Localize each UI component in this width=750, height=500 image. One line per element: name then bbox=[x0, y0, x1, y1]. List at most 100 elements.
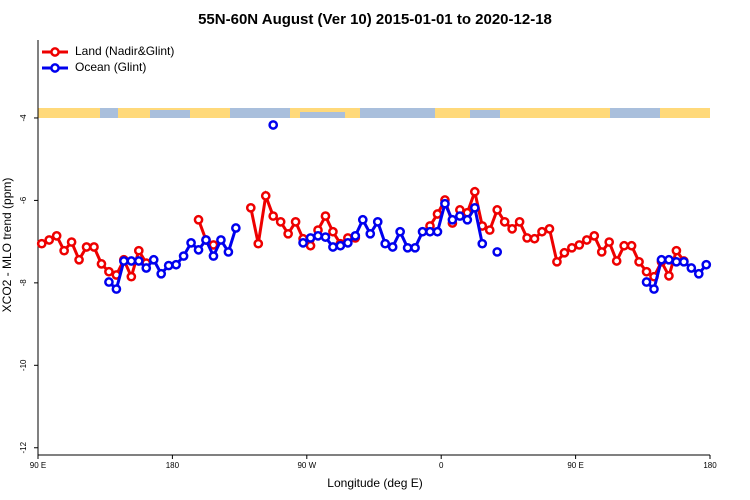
point bbox=[74, 254, 84, 265]
point bbox=[178, 251, 189, 261]
legend-marker bbox=[50, 47, 60, 57]
point bbox=[59, 245, 69, 256]
point bbox=[589, 231, 600, 241]
point bbox=[365, 228, 376, 239]
point bbox=[440, 198, 450, 209]
y-axis-label: XCO2 - MLO trend (ppm) bbox=[0, 178, 14, 313]
point bbox=[469, 202, 480, 213]
x-tick-label: 180 bbox=[703, 461, 717, 470]
point bbox=[425, 226, 435, 237]
point bbox=[290, 216, 301, 227]
point bbox=[604, 237, 615, 247]
legend-label: Ocean (Glint) bbox=[75, 60, 146, 74]
point bbox=[477, 238, 488, 249]
point bbox=[36, 238, 47, 249]
point bbox=[186, 238, 196, 248]
point bbox=[679, 256, 689, 267]
point bbox=[253, 238, 264, 249]
point bbox=[208, 251, 219, 261]
point bbox=[343, 238, 353, 248]
point bbox=[104, 277, 114, 287]
point bbox=[231, 223, 241, 233]
point bbox=[133, 245, 144, 256]
point bbox=[626, 240, 637, 251]
point bbox=[111, 284, 122, 294]
y-tick-label: -12 bbox=[19, 441, 28, 453]
point bbox=[529, 233, 540, 244]
point bbox=[552, 256, 562, 267]
point bbox=[126, 256, 137, 266]
chart-title: 55N-60N August (Ver 10) 2015-01-01 to 20… bbox=[198, 11, 552, 28]
point bbox=[201, 235, 211, 245]
point bbox=[641, 277, 652, 287]
point bbox=[537, 226, 547, 237]
point bbox=[492, 205, 503, 215]
point bbox=[686, 263, 697, 273]
point bbox=[596, 247, 607, 257]
point bbox=[581, 235, 592, 245]
point bbox=[335, 240, 346, 251]
point bbox=[559, 247, 570, 258]
point bbox=[544, 224, 555, 234]
point bbox=[320, 211, 331, 221]
point bbox=[156, 268, 167, 279]
legend-marker bbox=[50, 63, 60, 73]
point bbox=[514, 216, 525, 227]
point bbox=[126, 271, 137, 282]
point bbox=[469, 186, 480, 197]
point bbox=[432, 226, 443, 237]
point bbox=[193, 214, 204, 225]
point bbox=[89, 242, 99, 252]
point bbox=[634, 256, 644, 267]
point bbox=[611, 256, 622, 266]
point bbox=[298, 238, 308, 248]
point bbox=[216, 235, 226, 245]
y-tick-label: -10 bbox=[19, 359, 28, 371]
point bbox=[163, 260, 174, 271]
y-tick-label: -6 bbox=[19, 196, 28, 204]
point bbox=[104, 266, 114, 277]
x-axis-label: Longitude (deg E) bbox=[327, 476, 422, 490]
legend-label: Land (Nadir&Glint) bbox=[75, 44, 174, 58]
point bbox=[671, 256, 682, 267]
point bbox=[148, 254, 159, 265]
point bbox=[223, 247, 234, 257]
point bbox=[350, 231, 361, 241]
point bbox=[387, 242, 398, 252]
point bbox=[44, 235, 55, 245]
x-tick-label: 90 W bbox=[297, 461, 316, 470]
point bbox=[320, 232, 331, 242]
point bbox=[649, 284, 659, 294]
y-tick-label: -4 bbox=[19, 114, 28, 122]
point bbox=[641, 266, 652, 277]
point bbox=[193, 245, 204, 255]
point bbox=[664, 254, 674, 265]
point bbox=[119, 256, 129, 266]
point bbox=[656, 254, 667, 265]
point bbox=[462, 214, 473, 225]
point bbox=[133, 256, 144, 266]
point bbox=[492, 247, 503, 257]
point bbox=[328, 226, 338, 237]
point bbox=[507, 224, 517, 234]
point bbox=[671, 245, 682, 256]
point bbox=[395, 226, 405, 237]
point bbox=[499, 216, 510, 227]
point bbox=[260, 191, 271, 201]
point bbox=[275, 216, 286, 227]
y-tick-label: -8 bbox=[19, 279, 28, 287]
point bbox=[664, 270, 674, 281]
point bbox=[455, 211, 465, 221]
point bbox=[283, 228, 293, 239]
point bbox=[619, 240, 629, 251]
point bbox=[268, 211, 279, 221]
point bbox=[574, 240, 585, 250]
point bbox=[313, 231, 323, 241]
x-tick-label: 0 bbox=[439, 461, 444, 470]
point bbox=[372, 216, 383, 227]
point bbox=[693, 268, 704, 279]
map-strip bbox=[38, 108, 710, 118]
point bbox=[484, 225, 495, 235]
point bbox=[328, 242, 338, 252]
